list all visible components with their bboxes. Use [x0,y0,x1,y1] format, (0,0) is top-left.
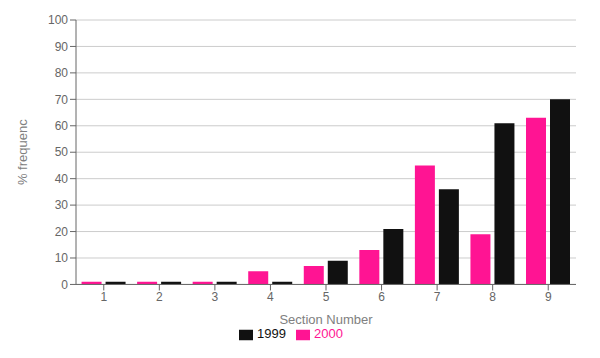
svg-text:30: 30 [55,198,69,212]
svg-text:60: 60 [55,119,69,133]
html-text:2000: 2000 [314,326,343,342]
svg-text:7: 7 [434,290,441,304]
svg-text:9: 9 [545,290,552,304]
svg-text:50: 50 [55,145,69,159]
svg-text:80: 80 [55,66,69,80]
svg-text:100: 100 [48,13,68,27]
svg-text:8: 8 [489,290,496,304]
html-text:1999: 1999 [257,326,286,342]
svg-text:20: 20 [55,225,69,239]
svg-text:1: 1 [100,290,107,304]
svg-text:70: 70 [55,93,69,107]
svg-text:90: 90 [55,40,69,54]
svg-text:3: 3 [212,290,219,304]
svg-text:2: 2 [156,290,163,304]
svg-text:10: 10 [55,251,69,265]
svg-text:Section Number: Section Number [279,312,373,327]
svg-text:0: 0 [61,278,68,292]
svg-text:40: 40 [55,172,69,186]
svg-text:6: 6 [378,290,385,304]
svg-text:5: 5 [323,290,330,304]
svg-text:% frequenc: % frequenc [15,119,30,185]
svg-text:4: 4 [267,290,274,304]
